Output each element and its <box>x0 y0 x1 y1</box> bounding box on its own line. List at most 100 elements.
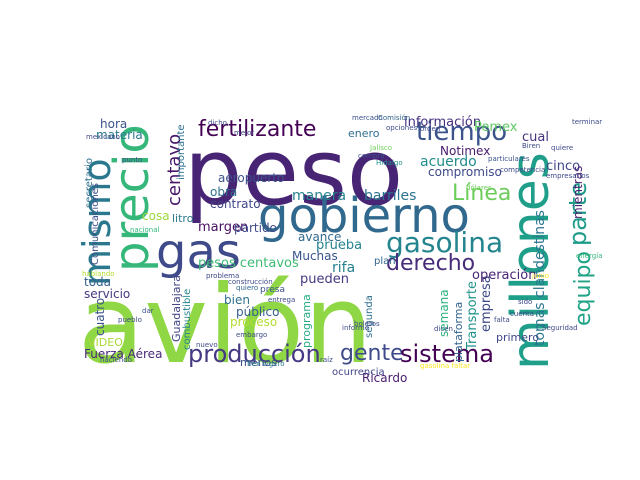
word-105: opciones <box>386 124 418 132</box>
word-96: punto <box>122 156 142 164</box>
word-41: Muchas <box>292 249 338 263</box>
word-44: bien <box>224 293 250 307</box>
word-99: competencia <box>500 166 545 174</box>
word-66: Ricardo <box>362 371 407 385</box>
word-55: materia <box>96 128 143 142</box>
word-27: cual <box>522 130 549 145</box>
word-3: gobierno <box>258 188 470 244</box>
word-23: información <box>404 115 481 130</box>
word-94: falta <box>494 316 510 324</box>
word-78: embargo <box>236 331 267 339</box>
word-110: entrega <box>268 296 295 304</box>
word-67: enero <box>348 127 380 140</box>
word-13: derecho <box>386 251 475 276</box>
word-39: rifa <box>332 260 355 276</box>
word-51: litro <box>172 212 194 225</box>
word-75: problema <box>206 272 239 280</box>
word-100: terminar <box>572 118 602 126</box>
word-22: acuerdo <box>420 154 477 170</box>
word-49: contrato <box>210 197 261 211</box>
word-101: empresarios <box>546 172 590 180</box>
word-38: pesos centavos <box>198 256 299 271</box>
word-83: compra <box>358 152 385 160</box>
word-104: orden <box>420 125 440 133</box>
word-0: avión <box>78 263 373 388</box>
word-18: margen <box>198 220 248 235</box>
word-37: primero <box>496 331 539 344</box>
word-70: ocurrencia <box>332 367 385 378</box>
word-102: quiere <box>551 144 573 152</box>
word-2: millones <box>501 152 561 370</box>
word-64: Fuerza Aérea <box>84 347 162 361</box>
word-56: secretario <box>84 158 95 208</box>
word-47: proceso <box>230 315 277 329</box>
word-60: cuatro <box>93 298 107 336</box>
word-6: mismo <box>75 158 119 286</box>
word-98: informe <box>342 324 369 332</box>
word-89: dar <box>142 307 154 315</box>
word-91: haciendo <box>100 356 132 364</box>
word-7: gasolina <box>386 226 503 259</box>
word-43: avance <box>298 230 341 244</box>
word-85: junio <box>531 272 549 280</box>
word-40: prueba <box>316 238 362 253</box>
word-68: plan <box>374 256 396 267</box>
word-15: parte <box>564 182 592 246</box>
word-107: mexicano <box>86 133 120 141</box>
word-32: empresa <box>479 275 494 332</box>
word-29: mientras <box>571 166 585 219</box>
word-19: aeropuerto <box>218 171 284 185</box>
word-50: obra <box>210 185 237 199</box>
word-1: peso <box>184 119 403 226</box>
word-42: pueden <box>300 272 349 287</box>
word-16: equipo <box>571 251 596 326</box>
word-76: construcción <box>228 278 273 286</box>
word-79: nacional <box>130 226 160 234</box>
word-17: centavo <box>164 134 185 206</box>
word-25: Notimex <box>440 144 490 158</box>
word-34: plataforma <box>452 302 465 362</box>
word-73: Tren Ligero <box>245 360 285 368</box>
word-26: Pemex <box>474 120 518 135</box>
word-90: pueblo <box>118 316 142 324</box>
word-8: tiempo <box>416 117 507 147</box>
word-33: operación <box>472 268 536 283</box>
word-81: dólares <box>466 184 492 192</box>
word-52: cosa <box>142 209 170 223</box>
word-20: manera <box>292 188 346 204</box>
word-5: precio <box>104 124 160 272</box>
word-109: mejor <box>234 129 254 137</box>
word-71: mercado <box>352 114 383 122</box>
word-111: nuevo <box>196 341 218 349</box>
word-61: Guadalajara <box>170 275 183 342</box>
word-53: importante <box>176 124 187 180</box>
word-36: segunda <box>364 295 375 338</box>
word-31: Transporte <box>465 281 480 351</box>
word-69: presa <box>260 285 285 295</box>
word-106: hablando <box>82 270 115 278</box>
word-63: VIDEO <box>88 336 123 349</box>
word-45: público <box>236 305 279 319</box>
word-24: compromiso <box>428 165 502 179</box>
word-30: tomas clandestinas <box>532 210 548 346</box>
word-57: Comunicaciones <box>90 183 101 265</box>
word-72: Comisión <box>378 114 410 122</box>
word-10: producción <box>188 340 321 368</box>
word-82: particulares <box>488 155 530 163</box>
word-59: servicio <box>84 287 130 301</box>
word-87: Seguridad <box>542 324 578 332</box>
word-12: sistema <box>400 340 494 368</box>
word-58: toda <box>84 275 111 289</box>
word-54: hora <box>100 117 127 131</box>
word-9: fertilizante <box>198 117 316 142</box>
word-80: boletos <box>354 320 380 328</box>
word-46: programa <box>300 294 313 348</box>
word-11: gente <box>340 341 404 366</box>
word-14: Línea <box>452 181 511 206</box>
word-48: partido <box>234 221 277 235</box>
word-86: energía <box>576 252 602 260</box>
word-4: gas <box>156 224 241 280</box>
